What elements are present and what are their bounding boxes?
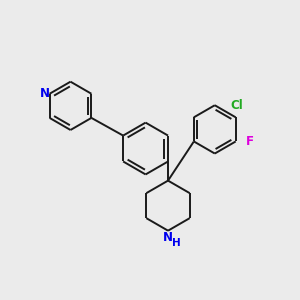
Text: N: N xyxy=(163,231,173,244)
Text: F: F xyxy=(246,135,254,148)
Text: N: N xyxy=(40,87,50,100)
Text: Cl: Cl xyxy=(231,99,244,112)
Text: H: H xyxy=(172,238,181,248)
